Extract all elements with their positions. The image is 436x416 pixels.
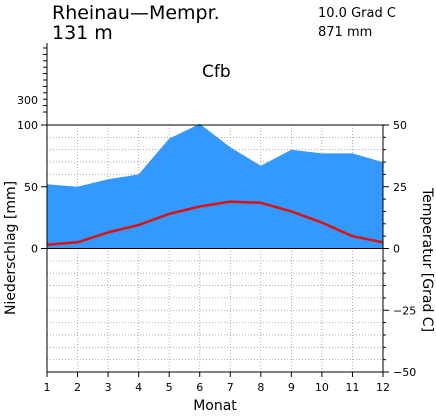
x-tick-label: 8 [257, 381, 264, 394]
temperature-line [46, 200, 384, 247]
x-tick-label: 1 [44, 381, 51, 394]
left-tick-label: 50 [24, 181, 38, 194]
station-elevation: 131 m [52, 22, 113, 44]
right-tick-label: 0 [393, 243, 400, 256]
x-tick-label: 11 [345, 381, 359, 394]
x-tick-label: 4 [135, 381, 142, 394]
right-tick-label: 25 [393, 181, 407, 194]
x-tick-label: 7 [227, 381, 234, 394]
precipitation-area [47, 123, 383, 249]
x-tick-label: 6 [196, 381, 203, 394]
left-tick-label: 300 [17, 94, 38, 107]
climate-class: Cfb [202, 62, 231, 82]
right-tick-label: 50 [393, 119, 407, 132]
y-axis-title-left: Niederschlag [mm] [3, 181, 19, 315]
right-tick-label: −50 [393, 366, 416, 379]
series-layer [46, 123, 384, 249]
station-name: Rheinau—Mempr. [52, 2, 220, 24]
left-tick-label: 100 [17, 119, 38, 132]
x-tick-label: 3 [105, 381, 112, 394]
y-axis-title-right: Temperatur [Grad C] [419, 187, 435, 332]
x-tick-label: 5 [166, 381, 173, 394]
x-axis-title: Monat [193, 398, 237, 414]
x-tick-label: 2 [74, 381, 81, 394]
right-tick-label: −25 [393, 304, 416, 317]
x-tick-label: 10 [315, 381, 329, 394]
x-tick-label: 12 [376, 381, 390, 394]
left-tick-label: 0 [31, 243, 38, 256]
annual-precipitation: 871 mm [318, 25, 372, 40]
annual-temperature: 10.0 Grad C [318, 6, 396, 21]
x-tick-label: 9 [288, 381, 295, 394]
